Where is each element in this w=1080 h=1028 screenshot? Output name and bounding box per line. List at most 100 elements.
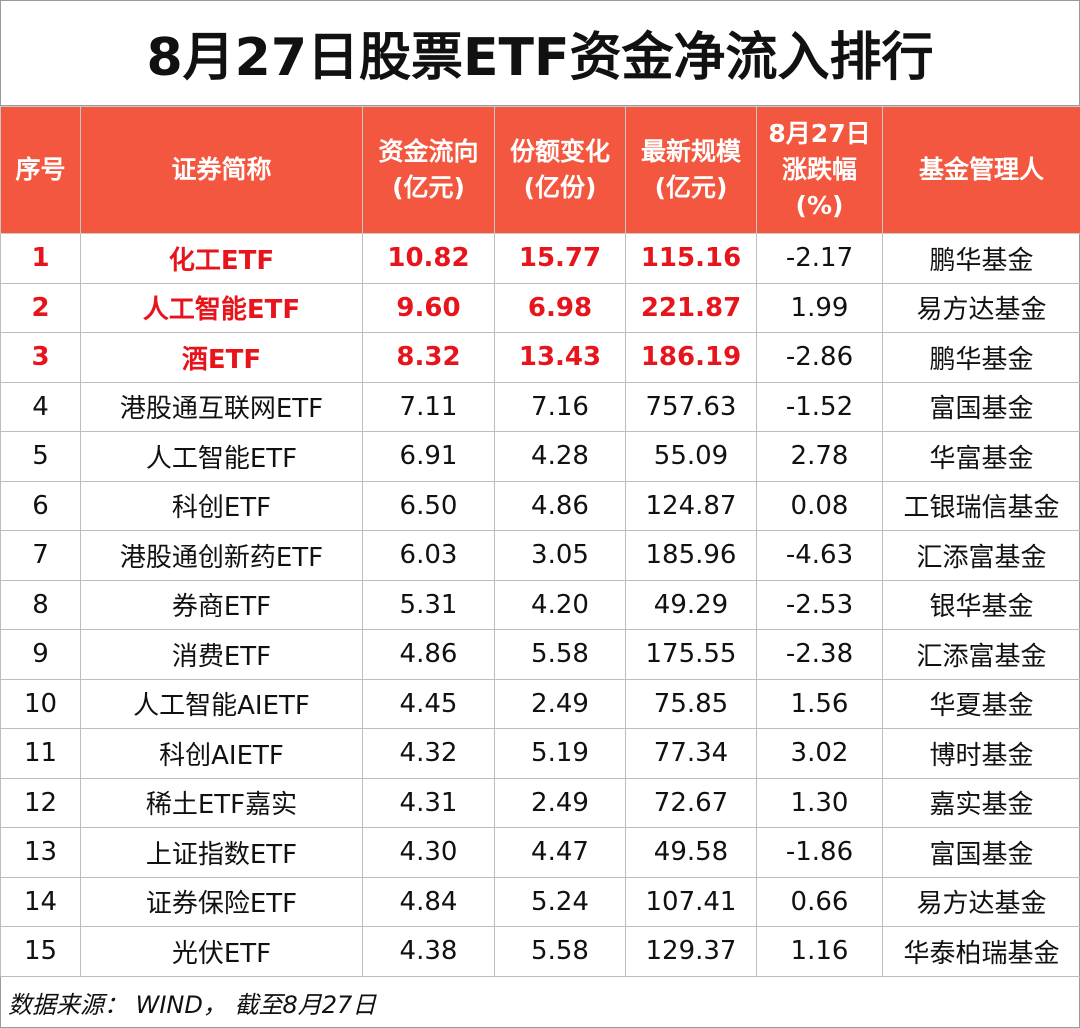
header-line: (亿元) [392, 173, 465, 202]
table-row: 12 稀土ETF嘉实 4.31 2.49 72.67 1.30 嘉实基金 [0, 777, 1080, 828]
latest-scale-cell: 129.37 [625, 926, 757, 977]
table-row: 8 券商ETF 5.31 4.20 49.29 -2.53 银华基金 [0, 579, 1080, 630]
share-change-cell: 5.58 [494, 926, 626, 977]
fund-manager-cell: 银华基金 [882, 579, 1080, 630]
fund-manager-cell: 华夏基金 [882, 678, 1080, 729]
share-change-cell: 6.98 [494, 282, 626, 333]
etf-ranking-table: 序号 证券简称 资金流向 (亿元) 份额变化 (亿份) 最新规模 (亿元) 8月… [0, 106, 1080, 977]
latest-scale-cell: 55.09 [625, 431, 757, 482]
latest-scale-cell: 124.87 [625, 480, 757, 531]
header-change-pct: 8月27日 涨跌幅 (%) [756, 106, 883, 234]
change-pct-cell: -1.52 [756, 381, 883, 432]
change-pct-cell: -2.53 [756, 579, 883, 630]
share-change-cell: 5.24 [494, 876, 626, 927]
security-name-cell: 科创ETF [80, 480, 363, 531]
header-line: (亿元) [654, 173, 728, 202]
latest-scale-cell: 185.96 [625, 530, 757, 581]
fund-flow-cell: 4.31 [362, 777, 495, 828]
security-name-cell: 券商ETF [80, 579, 363, 630]
security-name-cell: 科创AIETF [80, 728, 363, 779]
table-row: 4 港股通互联网ETF 7.11 7.16 757.63 -1.52 富国基金 [0, 381, 1080, 432]
table-row: 10 人工智能AIETF 4.45 2.49 75.85 1.56 华夏基金 [0, 678, 1080, 729]
fund-manager-cell: 汇添富基金 [882, 629, 1080, 680]
page-title: 8月27日股票ETF资金净流入排行 [0, 0, 1080, 106]
share-change-cell: 5.19 [494, 728, 626, 779]
share-change-cell: 2.49 [494, 777, 626, 828]
fund-flow-cell: 9.60 [362, 282, 495, 333]
fund-manager-cell: 华富基金 [882, 431, 1080, 482]
rank-cell: 14 [0, 876, 81, 927]
table-row: 13 上证指数ETF 4.30 4.47 49.58 -1.86 富国基金 [0, 827, 1080, 878]
fund-flow-cell: 10.82 [362, 233, 495, 284]
rank-cell: 3 [0, 332, 81, 383]
fund-flow-cell: 5.31 [362, 579, 495, 630]
header-share-change: 份额变化 (亿份) [494, 106, 626, 234]
fund-manager-cell: 汇添富基金 [882, 530, 1080, 581]
latest-scale-cell: 72.67 [625, 777, 757, 828]
fund-manager-cell: 工银瑞信基金 [882, 480, 1080, 531]
rank-cell: 5 [0, 431, 81, 482]
fund-manager-cell: 博时基金 [882, 728, 1080, 779]
table-row: 14 证券保险ETF 4.84 5.24 107.41 0.66 易方达基金 [0, 876, 1080, 927]
table-row: 6 科创ETF 6.50 4.86 124.87 0.08 工银瑞信基金 [0, 480, 1080, 531]
fund-manager-cell: 华泰柏瑞基金 [882, 926, 1080, 977]
latest-scale-cell: 757.63 [625, 381, 757, 432]
header-line: 涨跌幅 [781, 155, 857, 184]
change-pct-cell: -2.86 [756, 332, 883, 383]
table-row: 2 人工智能ETF 9.60 6.98 221.87 1.99 易方达基金 [0, 282, 1080, 333]
change-pct-cell: 3.02 [756, 728, 883, 779]
header-fund-flow: 资金流向 (亿元) [362, 106, 495, 234]
latest-scale-cell: 77.34 [625, 728, 757, 779]
header-fund-manager: 基金管理人 [882, 106, 1080, 234]
fund-manager-cell: 鹏华基金 [882, 332, 1080, 383]
fund-flow-cell: 6.91 [362, 431, 495, 482]
change-pct-cell: -1.86 [756, 827, 883, 878]
change-pct-cell: -2.17 [756, 233, 883, 284]
latest-scale-cell: 221.87 [625, 282, 757, 333]
security-name-cell: 港股通互联网ETF [80, 381, 363, 432]
header-latest-scale: 最新规模 (亿元) [625, 106, 757, 234]
header-line: 基金管理人 [918, 155, 1044, 184]
fund-manager-cell: 富国基金 [882, 827, 1080, 878]
change-pct-cell: 0.66 [756, 876, 883, 927]
header-line: 最新规模 [640, 137, 741, 166]
header-security-name: 证券简称 [80, 106, 363, 234]
security-name-cell: 上证指数ETF [80, 827, 363, 878]
table-row: 1 化工ETF 10.82 15.77 115.16 -2.17 鹏华基金 [0, 233, 1080, 284]
fund-manager-cell: 易方达基金 [882, 282, 1080, 333]
fund-flow-cell: 4.32 [362, 728, 495, 779]
fund-flow-cell: 4.30 [362, 827, 495, 878]
table-row: 15 光伏ETF 4.38 5.58 129.37 1.16 华泰柏瑞基金 [0, 926, 1080, 977]
share-change-cell: 3.05 [494, 530, 626, 581]
rank-cell: 9 [0, 629, 81, 680]
share-change-cell: 4.20 [494, 579, 626, 630]
share-change-cell: 2.49 [494, 678, 626, 729]
fund-flow-cell: 4.84 [362, 876, 495, 927]
security-name-cell: 化工ETF [80, 233, 363, 284]
share-change-cell: 4.47 [494, 827, 626, 878]
header-line: 份额变化 [509, 137, 610, 166]
security-name-cell: 稀土ETF嘉实 [80, 777, 363, 828]
table-row: 9 消费ETF 4.86 5.58 175.55 -2.38 汇添富基金 [0, 629, 1080, 680]
rank-cell: 13 [0, 827, 81, 878]
latest-scale-cell: 115.16 [625, 233, 757, 284]
security-name-cell: 人工智能ETF [80, 431, 363, 482]
latest-scale-cell: 75.85 [625, 678, 757, 729]
change-pct-cell: 1.99 [756, 282, 883, 333]
security-name-cell: 酒ETF [80, 332, 363, 383]
rank-cell: 2 [0, 282, 81, 333]
share-change-cell: 4.28 [494, 431, 626, 482]
change-pct-cell: -4.63 [756, 530, 883, 581]
change-pct-cell: 1.16 [756, 926, 883, 977]
header-row: 序号 证券简称 资金流向 (亿元) 份额变化 (亿份) 最新规模 (亿元) 8月… [0, 106, 1080, 234]
fund-flow-cell: 4.45 [362, 678, 495, 729]
rank-cell: 7 [0, 530, 81, 581]
security-name-cell: 消费ETF [80, 629, 363, 680]
latest-scale-cell: 49.29 [625, 579, 757, 630]
header-line: (亿份) [523, 173, 597, 202]
security-name-cell: 证券保险ETF [80, 876, 363, 927]
fund-manager-cell: 嘉实基金 [882, 777, 1080, 828]
table-row: 3 酒ETF 8.32 13.43 186.19 -2.86 鹏华基金 [0, 332, 1080, 383]
rank-cell: 1 [0, 233, 81, 284]
security-name-cell: 人工智能ETF [80, 282, 363, 333]
